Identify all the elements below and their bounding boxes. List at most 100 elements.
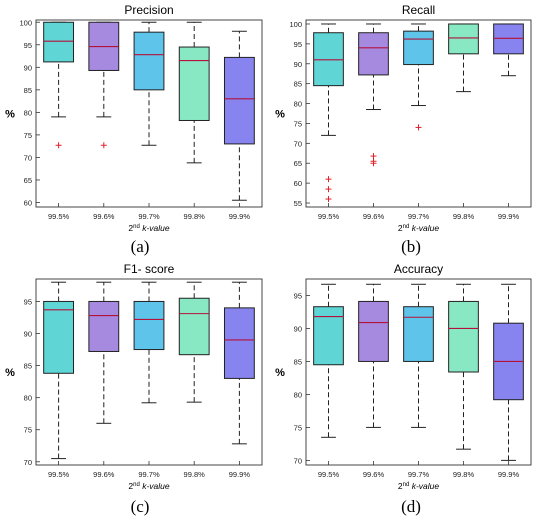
y-tick-label: 75 bbox=[294, 119, 302, 128]
x-tick-label: 99.9% bbox=[229, 212, 251, 221]
x-tick-label: 99.5% bbox=[318, 212, 340, 221]
y-tick-label: 75 bbox=[294, 423, 302, 432]
y-tick-label: 70 bbox=[294, 139, 302, 148]
y-tick-label: 100 bbox=[289, 20, 302, 29]
x-tick-label: 99.5% bbox=[48, 470, 70, 479]
x-tick-label: 99.8% bbox=[184, 470, 206, 479]
box-1 bbox=[313, 23, 344, 203]
y-tick-label: 85 bbox=[294, 357, 302, 366]
box-2 bbox=[88, 281, 120, 424]
y-tick-label: 85 bbox=[24, 86, 32, 95]
y-tick-label: 80 bbox=[294, 100, 302, 109]
y-tick-label: 75 bbox=[24, 426, 32, 435]
box-5 bbox=[493, 23, 524, 77]
x-tick-label: 99.8% bbox=[453, 212, 475, 221]
box-body bbox=[403, 306, 434, 362]
x-tick-label: 99.8% bbox=[184, 212, 206, 221]
box-body bbox=[313, 306, 344, 366]
outlier-marker bbox=[370, 153, 377, 160]
y-tick-label: 90 bbox=[24, 330, 32, 339]
y-axis-label: % bbox=[275, 367, 285, 379]
box-body bbox=[178, 46, 210, 121]
x-axis-label: 2nd k-value bbox=[128, 481, 169, 491]
box-body bbox=[178, 297, 210, 356]
box-3 bbox=[133, 281, 165, 404]
plot-frame bbox=[35, 19, 263, 208]
x-tick-label: 99.5% bbox=[48, 212, 70, 221]
x-axis-label: 2nd k-value bbox=[128, 223, 169, 233]
box-body bbox=[223, 307, 255, 379]
outlier-marker bbox=[325, 186, 332, 193]
plot-frame bbox=[305, 278, 532, 466]
y-tick-label: 95 bbox=[294, 291, 302, 300]
y-tick-label: 60 bbox=[294, 179, 302, 188]
box-2 bbox=[88, 21, 120, 149]
outlier-marker bbox=[55, 142, 62, 149]
y-tick-label: 80 bbox=[24, 394, 32, 403]
y-tick-label: 95 bbox=[294, 40, 302, 49]
x-tick-label: 99.7% bbox=[138, 212, 160, 221]
y-tick-label: 80 bbox=[294, 390, 302, 399]
y-tick-label: 85 bbox=[294, 80, 302, 89]
y-tick-label: 80 bbox=[24, 108, 32, 117]
chart-title: Recall bbox=[402, 3, 435, 17]
x-tick-label: 99.7% bbox=[138, 470, 160, 479]
y-tick-label: 90 bbox=[24, 63, 32, 72]
box-body bbox=[358, 300, 389, 362]
outlier-marker bbox=[100, 142, 107, 149]
box-body bbox=[43, 21, 75, 63]
y-tick-label: 55 bbox=[294, 199, 302, 208]
box-body bbox=[448, 23, 479, 55]
panel-label-a: (a) bbox=[130, 237, 150, 256]
box-2 bbox=[358, 283, 389, 428]
chart-panel-1: Precision 60 65 70 75 80 85 90 95 100% 99.5% 99.6% 9… bbox=[5, 3, 263, 233]
y-tick-label: 95 bbox=[24, 297, 32, 306]
x-tick-label: 99.6% bbox=[93, 212, 115, 221]
outlier-marker bbox=[325, 196, 332, 203]
box-4 bbox=[448, 23, 479, 93]
box-body bbox=[493, 23, 524, 55]
y-tick-label: 90 bbox=[294, 324, 302, 333]
box-4 bbox=[448, 283, 479, 450]
box-body bbox=[43, 300, 75, 374]
chart-panel-3: F1- score 70 75 80 85 90 95% 99.5% 99.6% 99.7% 99.… bbox=[5, 262, 263, 491]
x-tick-label: 99.6% bbox=[363, 212, 385, 221]
box-5 bbox=[223, 30, 255, 201]
chart-panel-2: Recall 55 60 65 70 75 80 85 90 95 100% 99.5% 99.6% 99… bbox=[275, 3, 532, 233]
x-tick-label: 99.6% bbox=[93, 470, 115, 479]
y-tick-label: 95 bbox=[24, 41, 32, 50]
box-4 bbox=[178, 281, 210, 403]
y-tick-label: 70 bbox=[24, 153, 32, 162]
x-tick-label: 99.9% bbox=[498, 212, 520, 221]
box-body bbox=[133, 300, 165, 351]
x-axis-label: 2nd k-value bbox=[398, 481, 439, 491]
x-tick-label: 99.7% bbox=[408, 470, 430, 479]
x-axis-label: 2nd k-value bbox=[398, 223, 439, 233]
plot-frame bbox=[305, 19, 532, 208]
y-tick-label: 70 bbox=[24, 458, 32, 467]
box-1 bbox=[43, 21, 75, 149]
panel-label-c: (c) bbox=[130, 497, 150, 516]
plot-frame bbox=[35, 278, 263, 466]
x-tick-label: 99.7% bbox=[408, 212, 430, 221]
box-1 bbox=[313, 283, 344, 438]
box-2 bbox=[358, 23, 389, 167]
box-body bbox=[358, 32, 389, 76]
box-3 bbox=[133, 21, 165, 146]
chart-panel-4: Accuracy 70 75 80 85 90 95% 99.5% 99.6% 99.7% 99.8… bbox=[275, 262, 532, 491]
y-axis-label: % bbox=[5, 367, 15, 379]
box-5 bbox=[493, 283, 524, 461]
y-tick-label: 60 bbox=[24, 198, 32, 207]
x-tick-label: 99.9% bbox=[229, 470, 251, 479]
box-3 bbox=[403, 23, 434, 131]
y-tick-label: 90 bbox=[294, 60, 302, 69]
x-tick-label: 99.6% bbox=[363, 470, 385, 479]
y-tick-label: 65 bbox=[24, 176, 32, 185]
box-body bbox=[88, 300, 120, 352]
x-tick-label: 99.5% bbox=[318, 470, 340, 479]
chart-title: Accuracy bbox=[394, 262, 443, 276]
outlier-marker bbox=[370, 158, 377, 165]
outlier-marker bbox=[325, 176, 332, 183]
box-4 bbox=[178, 21, 210, 164]
y-tick-label: 85 bbox=[24, 362, 32, 371]
